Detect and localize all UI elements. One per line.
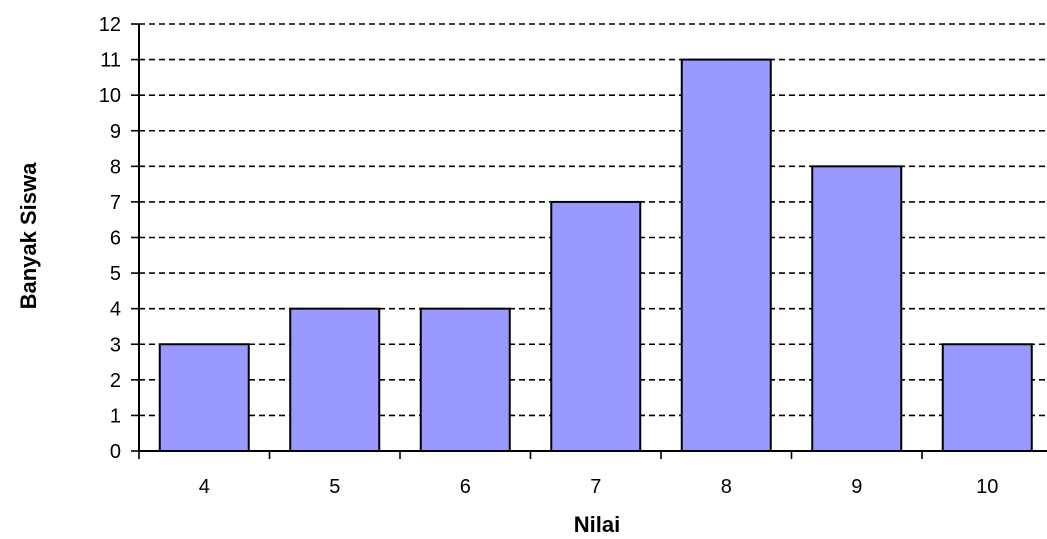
y-tick-label-9: 9 [110,121,121,143]
y-tick-label-1: 1 [110,405,121,427]
y-tick-label-7: 7 [110,192,121,214]
bar-8 [680,58,772,452]
bar-9 [811,165,903,452]
x-tick-label-5: 5 [329,476,340,498]
y-tick-label-5: 5 [110,263,121,285]
y-tick-label-3: 3 [110,334,121,356]
y-tick-label-2: 2 [110,370,121,392]
x-tick-label-7: 7 [590,476,601,498]
y-tick-label-8: 8 [110,156,121,178]
y-tick-label-4: 4 [110,299,121,321]
bar-7 [550,200,642,452]
x-tick-label-8: 8 [721,476,732,498]
x-tick-label-9: 9 [851,476,862,498]
x-tick-label-10: 10 [976,476,998,498]
y-tick-label-12: 12 [99,14,121,36]
bar-10 [941,343,1033,452]
x-tick-label-6: 6 [460,476,471,498]
y-tick-label-0: 0 [110,441,121,463]
bar-4 [158,343,250,452]
bars [158,58,1033,452]
y-axis-title: Banyak Siswa [16,162,41,310]
bar-6 [419,307,511,452]
x-axis-title: Nilai [574,512,620,537]
y-tick-label-11: 11 [100,50,121,72]
x-tick-label-4: 4 [199,476,210,498]
y-tick-label-6: 6 [110,228,121,250]
axes [131,23,1047,459]
y-tick-label-10: 10 [99,85,121,107]
bar-5 [289,307,381,452]
x-tick-labels: 4 5 6 7 8 9 10 [199,476,999,498]
